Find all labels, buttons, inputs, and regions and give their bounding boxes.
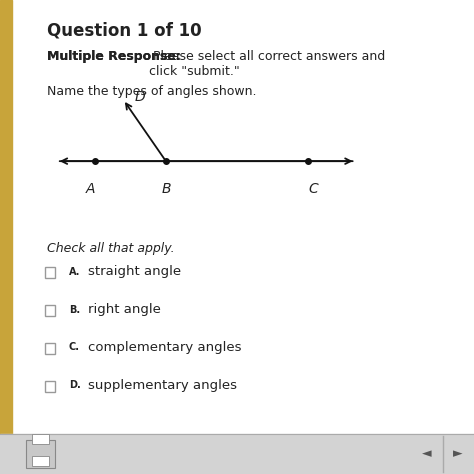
Text: B.: B.: [69, 304, 80, 315]
Text: A.: A.: [69, 266, 80, 277]
Text: right angle: right angle: [88, 303, 161, 316]
Text: Multiple Response:: Multiple Response:: [47, 50, 181, 63]
Text: supplementary angles: supplementary angles: [88, 379, 237, 392]
Bar: [32, 434, 49, 444]
Bar: [0, 0, 12, 474]
Text: Check all that apply.: Check all that apply.: [47, 242, 175, 255]
Text: A: A: [85, 182, 95, 197]
Text: B: B: [161, 182, 171, 197]
Text: Please select all correct answers and
click "submit.": Please select all correct answers and cl…: [149, 50, 385, 78]
Text: complementary angles: complementary angles: [88, 341, 241, 354]
Text: ►: ►: [453, 447, 462, 460]
Bar: [0, 434, 474, 474]
Text: C: C: [308, 182, 318, 197]
FancyBboxPatch shape: [45, 305, 55, 316]
FancyBboxPatch shape: [26, 440, 55, 468]
Text: D.: D.: [69, 380, 81, 391]
FancyBboxPatch shape: [45, 381, 55, 392]
Bar: [32, 456, 49, 465]
Text: Multiple Response:: Multiple Response:: [47, 50, 181, 63]
Text: C.: C.: [69, 342, 80, 353]
Text: D: D: [135, 90, 146, 104]
FancyBboxPatch shape: [45, 343, 55, 354]
Text: ◄: ◄: [422, 447, 431, 460]
Text: straight angle: straight angle: [88, 265, 181, 278]
Text: Name the types of angles shown.: Name the types of angles shown.: [47, 85, 257, 98]
Text: Question 1 of 10: Question 1 of 10: [47, 21, 202, 39]
FancyBboxPatch shape: [45, 267, 55, 278]
